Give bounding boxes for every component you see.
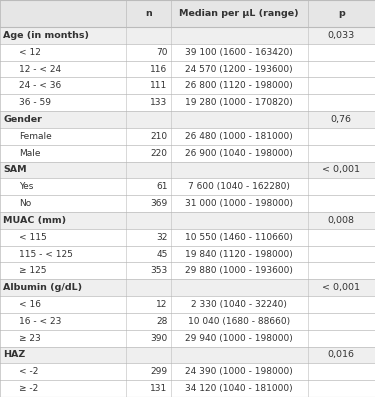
Text: 36 - 59: 36 - 59 [19,98,51,107]
Text: 26 800 (1120 - 198000): 26 800 (1120 - 198000) [185,81,293,91]
Text: 210: 210 [150,132,168,141]
Text: ≥ -2: ≥ -2 [19,384,38,393]
Bar [0,313,375,330]
Text: ≥ 125: ≥ 125 [19,266,46,276]
Text: No: No [19,199,31,208]
Text: 31 000 (1000 - 198000): 31 000 (1000 - 198000) [185,199,293,208]
Text: < -2: < -2 [19,367,38,376]
Text: SAM: SAM [3,166,27,174]
Text: Age (in months): Age (in months) [3,31,89,40]
Text: 24 390 (1000 - 198000): 24 390 (1000 - 198000) [185,367,293,376]
Text: 32: 32 [156,233,168,242]
Text: 39 100 (1600 - 163420): 39 100 (1600 - 163420) [185,48,293,57]
Bar [0,44,375,61]
Text: < 12: < 12 [19,48,40,57]
Text: 16 - < 23: 16 - < 23 [19,317,61,326]
Bar [0,279,375,296]
Text: < 0,001: < 0,001 [322,283,360,292]
Text: Yes: Yes [19,182,33,191]
Text: 299: 299 [150,367,168,376]
Text: p: p [338,9,345,18]
Bar [0,162,375,178]
Text: 116: 116 [150,65,168,73]
Text: ≥ 23: ≥ 23 [19,333,40,343]
Bar [0,229,375,246]
Bar [0,363,375,380]
Text: < 115: < 115 [19,233,46,242]
Text: 19 280 (1000 - 170820): 19 280 (1000 - 170820) [185,98,293,107]
Text: 353: 353 [150,266,168,276]
Bar [0,296,375,313]
Text: 45: 45 [156,250,168,258]
Bar [0,77,375,94]
Text: Median per μL (range): Median per μL (range) [179,9,299,18]
Text: 10 040 (1680 - 88660): 10 040 (1680 - 88660) [188,317,290,326]
Text: n: n [145,9,152,18]
Bar [0,212,375,229]
Bar [0,246,375,262]
Text: Gender: Gender [3,115,42,124]
Bar [0,27,375,44]
Bar [0,128,375,145]
Text: 28: 28 [156,317,168,326]
Text: 220: 220 [151,148,168,158]
Bar [0,195,375,212]
Text: 111: 111 [150,81,168,91]
Text: 0,016: 0,016 [328,351,355,359]
Text: 61: 61 [156,182,168,191]
Text: 26 480 (1000 - 181000): 26 480 (1000 - 181000) [185,132,293,141]
Text: 24 - < 36: 24 - < 36 [19,81,61,91]
Text: 0,008: 0,008 [328,216,355,225]
Text: HAZ: HAZ [3,351,25,359]
Text: Male: Male [19,148,40,158]
Text: Female: Female [19,132,51,141]
Bar [0,0,375,27]
Bar [0,94,375,111]
Text: 2 330 (1040 - 32240): 2 330 (1040 - 32240) [191,300,287,309]
Text: 70: 70 [156,48,168,57]
Text: 390: 390 [150,333,168,343]
Text: 7 600 (1040 - 162280): 7 600 (1040 - 162280) [188,182,290,191]
Text: < 16: < 16 [19,300,41,309]
Bar [0,347,375,363]
Text: 131: 131 [150,384,168,393]
Bar [0,262,375,279]
Bar [0,61,375,77]
Text: 0,033: 0,033 [328,31,355,40]
Text: 29 940 (1000 - 198000): 29 940 (1000 - 198000) [185,333,293,343]
Text: 29 880 (1000 - 193600): 29 880 (1000 - 193600) [185,266,293,276]
Text: 19 840 (1120 - 198000): 19 840 (1120 - 198000) [185,250,293,258]
Text: 12 - < 24: 12 - < 24 [19,65,61,73]
Text: 115 - < 125: 115 - < 125 [19,250,73,258]
Text: 0,76: 0,76 [331,115,352,124]
Text: 133: 133 [150,98,168,107]
Text: 12: 12 [156,300,168,309]
Bar [0,111,375,128]
Text: 26 900 (1040 - 198000): 26 900 (1040 - 198000) [185,148,293,158]
Text: < 0,001: < 0,001 [322,166,360,174]
Text: Albumin (g/dL): Albumin (g/dL) [3,283,82,292]
Text: MUAC (mm): MUAC (mm) [3,216,66,225]
Text: 24 570 (1200 - 193600): 24 570 (1200 - 193600) [185,65,293,73]
Bar [0,330,375,347]
Bar [0,380,375,397]
Text: 10 550 (1460 - 110660): 10 550 (1460 - 110660) [185,233,293,242]
Bar [0,178,375,195]
Text: 369: 369 [150,199,168,208]
Bar [0,145,375,162]
Text: 34 120 (1040 - 181000): 34 120 (1040 - 181000) [185,384,293,393]
